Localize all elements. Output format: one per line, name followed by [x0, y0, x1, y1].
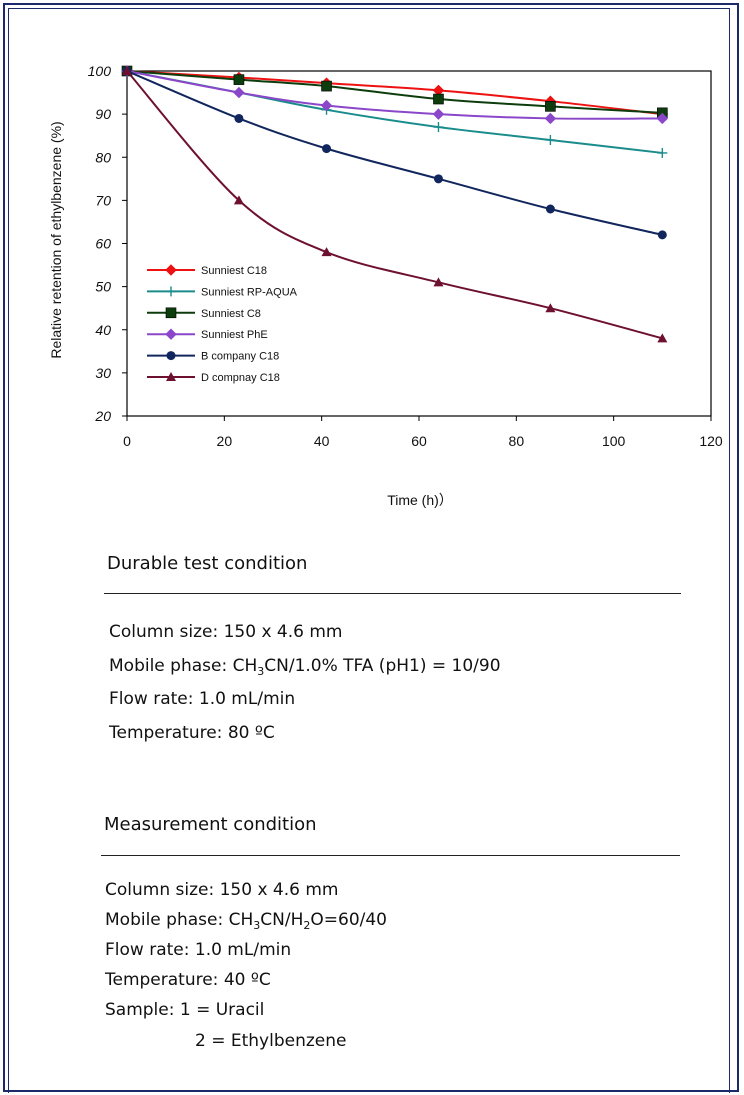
data-point-sunniest-c8 — [433, 93, 444, 105]
legend-label: B company C18 — [201, 351, 279, 363]
data-point-sunniest-phe — [656, 112, 669, 125]
measurement-heading: Measurement condition — [104, 814, 317, 835]
x-tick-label: 60 — [411, 433, 427, 449]
outer-frame — [3, 3, 739, 1092]
chart-series — [121, 65, 669, 343]
data-point-b-company-c18 — [657, 230, 667, 240]
data-point-sunniest-c8 — [321, 80, 332, 92]
data-point-sunniest-phe — [233, 86, 245, 99]
legend-marker — [165, 264, 177, 276]
legend-item-sunniest-phe: Sunniest PhE — [147, 328, 268, 341]
durable-column-size: Column size: 150 x 4.6 mm — [109, 622, 343, 642]
data-point-sunniest-phe — [320, 99, 333, 112]
data-point-b-company-c18 — [322, 144, 332, 154]
legend-marker — [166, 351, 176, 361]
y-tick-label: 60 — [95, 236, 111, 252]
series-line-sunniest-c18 — [126, 70, 663, 116]
inner-frame — [8, 8, 730, 1093]
legend-label: Sunniest PhE — [201, 329, 268, 341]
measurement-mobile-phase-mid: CN/H — [260, 910, 304, 930]
durable-heading: Durable test condition — [107, 553, 308, 574]
data-point-d-compnay-c18 — [122, 66, 132, 75]
measurement-mobile-phase-rest: O=60/40 — [310, 910, 387, 930]
y-tick-label: 100 — [88, 63, 112, 79]
data-point-sunniest-rp-aqua — [657, 147, 668, 158]
data-point-sunniest-phe — [432, 108, 445, 120]
data-point-d-compnay-c18 — [657, 333, 668, 343]
data-point-d-compnay-c18 — [321, 247, 332, 257]
measurement-temperature: Temperature: 40 ºC — [105, 970, 271, 990]
data-point-b-company-c18 — [545, 204, 555, 214]
legend-label: Sunniest RP-AQUA — [201, 286, 298, 298]
legend-marker — [166, 372, 176, 381]
measurement-sample-1: Sample: 1 = Uracil — [105, 1000, 265, 1020]
data-point-b-company-c18 — [234, 113, 244, 123]
y-tick-label: 30 — [95, 365, 111, 381]
data-point-d-compnay-c18 — [233, 195, 244, 205]
y-axis-label: Relative retention of ethylbenzene (%) — [48, 121, 64, 358]
x-axis-label: Time (h)） — [387, 492, 453, 508]
measurement-column-size: Column size: 150 x 4.6 mm — [105, 880, 339, 900]
data-point-b-company-c18 — [433, 174, 443, 184]
legend-label: D compnay C18 — [201, 372, 280, 384]
x-tick-label: 120 — [699, 433, 723, 449]
legend-item-sunniest-rp-aqua: Sunniest RP-AQUA — [147, 286, 298, 298]
data-point-sunniest-rp-aqua — [433, 122, 444, 133]
measurement-divider — [101, 855, 680, 856]
legend-item-d-compnay-c18: D compnay C18 — [147, 372, 280, 384]
x-tick-label: 80 — [509, 433, 525, 449]
legend-item-sunniest-c8: Sunniest C8 — [147, 307, 261, 320]
legend-marker — [165, 307, 177, 319]
data-point-sunniest-c8 — [545, 101, 556, 112]
durable-divider — [104, 593, 681, 594]
data-point-sunniest-phe — [544, 112, 557, 125]
durable-mobile-phase-prefix: Mobile phase: CH — [109, 656, 258, 676]
legend-marker — [166, 286, 176, 297]
y-tick-label: 40 — [95, 322, 111, 338]
x-tick-label: 40 — [314, 433, 330, 449]
series-line-sunniest-c8 — [126, 70, 663, 114]
durable-temperature: Temperature: 80 ºC — [109, 723, 275, 743]
data-point-sunniest-rp-aqua — [545, 135, 556, 145]
durable-mobile-phase: Mobile phase: CH3CN/1.0% TFA (pH1) = 10/… — [109, 656, 501, 678]
chart-ticks: 0 20 40 60 80 100 120 20 30 40 50 60 70 80 90 100 — [88, 63, 723, 449]
series-line-b-company-c18 — [126, 70, 663, 236]
durable-mobile-phase-sub: 3 — [257, 665, 265, 678]
chart-axes — [126, 70, 712, 417]
y-tick-label: 70 — [95, 192, 111, 208]
measurement-sample-2: 2 = Ethylbenzene — [195, 1031, 347, 1051]
data-point-sunniest-c8 — [233, 74, 245, 85]
durable-mobile-phase-rest: CN/1.0% TFA (pH1) = 10/90 — [264, 656, 501, 676]
measurement-mobile-phase: Mobile phase: CH3CN/H2O=60/40 — [105, 910, 387, 932]
chart-legend: Sunniest C18 Sunniest RP-AQUA Sunniest C8 S… — [147, 264, 298, 384]
measurement-flow-rate: Flow rate: 1.0 mL/min — [105, 940, 292, 960]
series-line-d-compnay-c18 — [126, 70, 663, 340]
measurement-mobile-phase-prefix: Mobile phase: CH — [105, 910, 254, 930]
data-point-d-compnay-c18 — [545, 303, 556, 313]
x-tick-label: 20 — [217, 433, 233, 449]
legend-item-sunniest-c18: Sunniest C18 — [147, 264, 267, 277]
legend-marker — [165, 328, 177, 340]
series-line-sunniest-phe — [126, 70, 663, 120]
data-point-d-compnay-c18 — [433, 277, 444, 287]
x-tick-label: 0 — [123, 433, 131, 449]
legend-label: Sunniest C18 — [201, 265, 267, 277]
y-tick-label: 20 — [94, 408, 111, 424]
durable-flow-rate: Flow rate: 1.0 mL/min — [109, 689, 296, 709]
y-tick-label: 90 — [95, 106, 111, 122]
measurement-mobile-phase-sub1: 3 — [253, 919, 261, 932]
measurement-mobile-phase-sub2: 2 — [303, 919, 311, 932]
legend-label: Sunniest C8 — [201, 308, 261, 320]
legend-item-b-company-c18: B company C18 — [147, 351, 279, 363]
retention-chart: 0 20 40 60 80 100 120 20 30 40 50 60 70 80 90 100 Sunni… — [48, 63, 723, 508]
plot-area-frame — [126, 70, 712, 417]
y-tick-label: 80 — [95, 149, 111, 165]
y-tick-label: 50 — [95, 279, 111, 295]
x-tick-label: 100 — [602, 433, 626, 449]
